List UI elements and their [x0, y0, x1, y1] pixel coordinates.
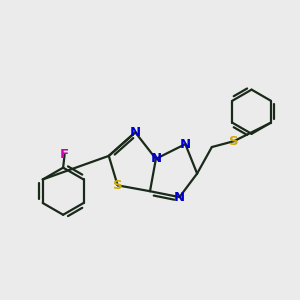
Text: N: N: [174, 190, 185, 204]
Text: F: F: [60, 148, 69, 161]
Text: N: N: [150, 152, 161, 165]
Text: S: S: [229, 135, 239, 148]
Text: N: N: [180, 138, 191, 151]
Text: N: N: [130, 126, 141, 139]
Text: S: S: [113, 179, 122, 192]
